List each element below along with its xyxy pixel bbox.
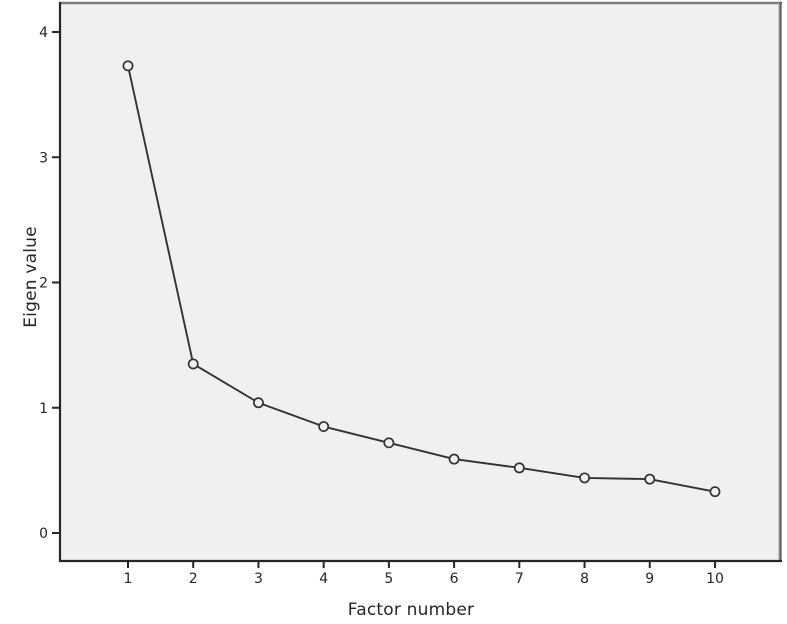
y-tick-label: 4 — [39, 25, 48, 41]
y-tick-label: 1 — [39, 401, 48, 417]
y-tick-label: 2 — [39, 276, 48, 292]
data-point-marker — [122, 60, 134, 72]
x-tick-label: 1 — [124, 571, 133, 587]
x-tick-label: 3 — [254, 571, 263, 587]
plot-area — [61, 4, 780, 561]
data-point-marker — [579, 472, 590, 484]
x-tick-label: 10 — [706, 571, 724, 587]
y-tick-label: 0 — [39, 526, 48, 542]
y-axis-title: Eigen value — [21, 226, 41, 328]
x-tick-label: 6 — [450, 571, 459, 587]
x-tick-label: 7 — [515, 571, 524, 587]
data-point-marker — [448, 453, 460, 465]
data-point-marker — [187, 358, 199, 370]
eigenvalue-line — [127, 64, 716, 493]
x-axis-title: Factor number — [347, 600, 475, 620]
x-tick-label: 9 — [645, 571, 654, 587]
data-point-marker — [513, 462, 525, 474]
data-point-marker — [709, 486, 721, 498]
x-tick-label: 2 — [189, 571, 198, 587]
data-point-marker — [318, 421, 330, 432]
x-tick-label: 5 — [384, 571, 393, 587]
x-tick-label: 8 — [580, 571, 589, 587]
y-tick-label: 3 — [39, 150, 48, 166]
x-tick-label: 4 — [319, 571, 328, 587]
data-point-marker — [383, 437, 395, 449]
data-point-marker — [252, 397, 264, 409]
data-point-marker — [644, 473, 656, 485]
